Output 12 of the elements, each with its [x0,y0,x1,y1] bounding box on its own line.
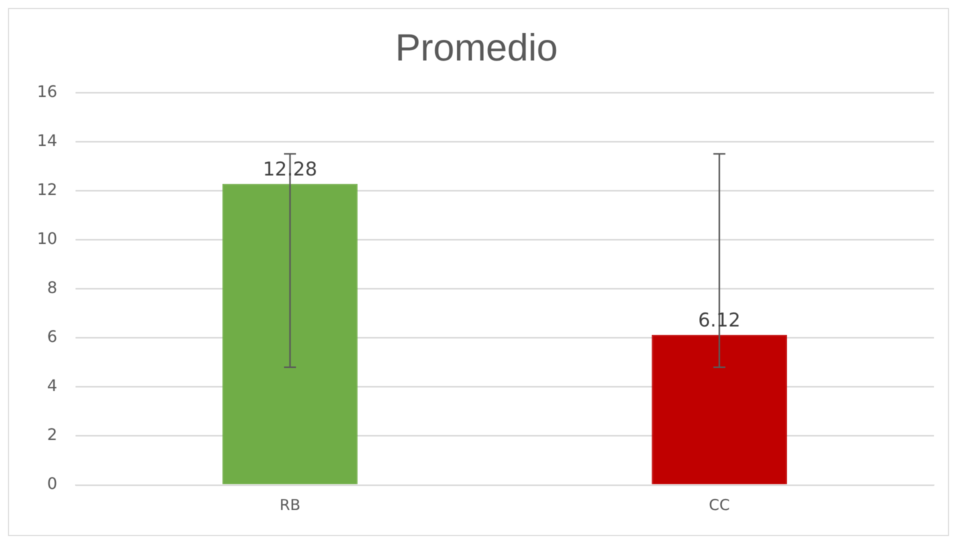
y-tick-label: 6 [47,327,58,346]
y-tick-label: 16 [37,82,58,101]
y-tick-label: 8 [47,278,58,297]
y-tick-label: 14 [37,130,58,150]
y-tick-label: 0 [47,474,58,494]
y-tick-label: 10 [37,228,58,248]
y-tick-label: 2 [47,425,58,444]
y-tick-label: 4 [47,376,58,396]
y-tick-label: 12 [37,180,58,199]
chart-title: Promedio [395,27,558,70]
x-tick-label: RB [280,496,300,514]
x-tick-label: CC [708,496,730,514]
